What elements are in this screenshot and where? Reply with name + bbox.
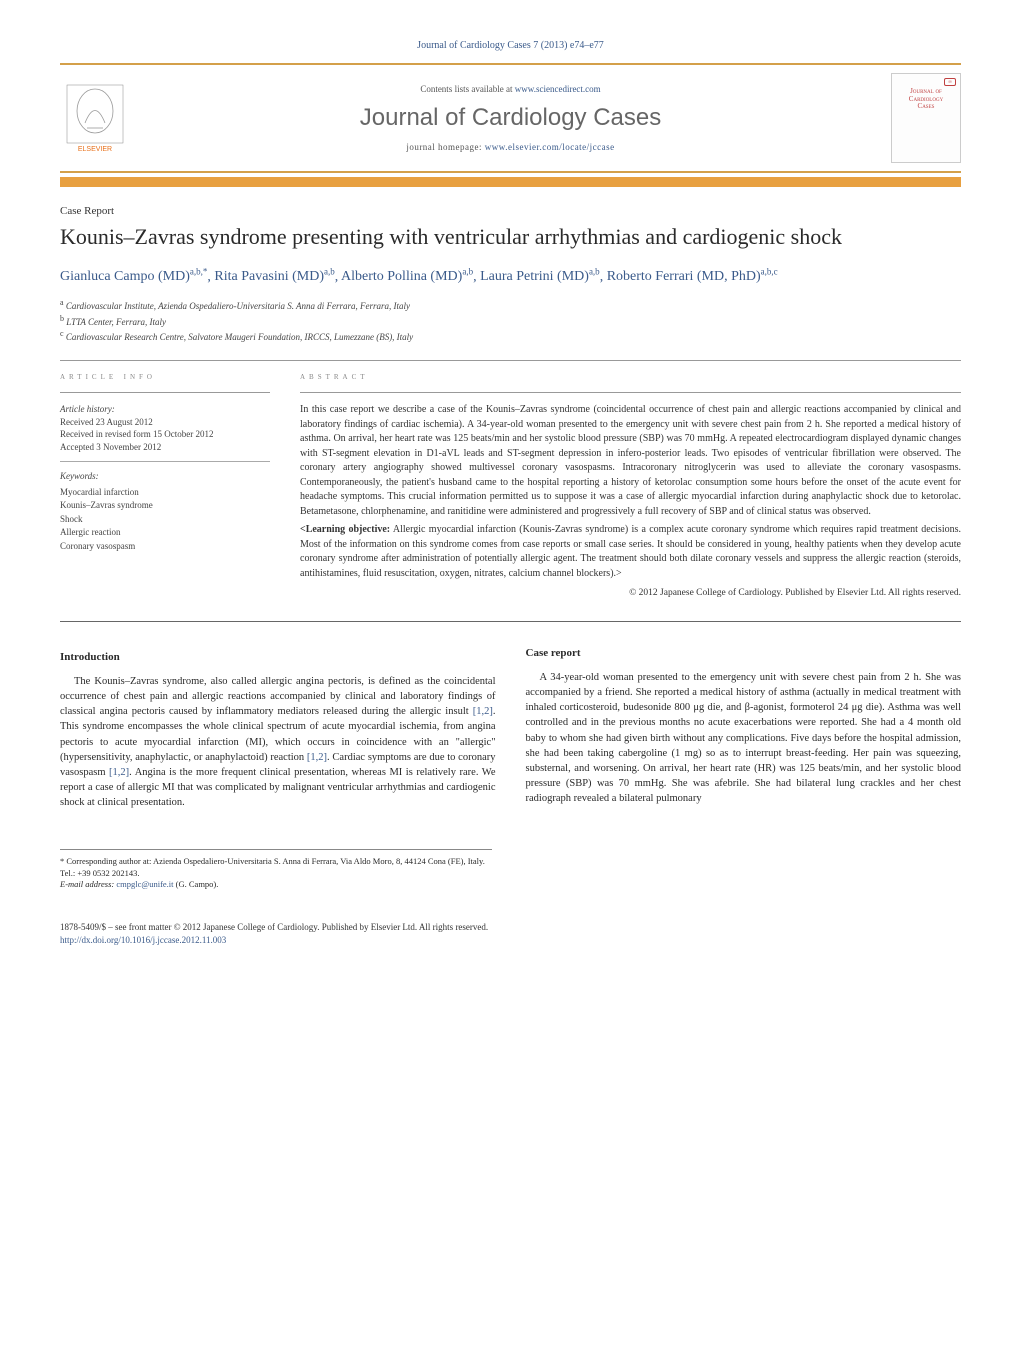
citation-ref[interactable]: [1,2] (307, 752, 327, 763)
affiliations: a Cardiovascular Institute, Azienda Ospe… (60, 297, 961, 344)
journal-name: Journal of Cardiology Cases (130, 104, 891, 132)
journal-cover-thumb: ∞ Journal of Cardiology Cases (891, 73, 961, 163)
svg-text:ELSEVIER: ELSEVIER (78, 146, 112, 153)
section-heading-case: Case report (526, 646, 962, 662)
keywords-block: Keywords: Myocardial infarction Kounis–Z… (60, 470, 270, 553)
doi-link[interactable]: http://dx.doi.org/10.1016/j.jccase.2012.… (60, 935, 226, 945)
keyword: Allergic reaction (60, 527, 121, 537)
page-footer: 1878-5409/$ – see front matter © 2012 Ja… (60, 921, 961, 946)
abstract-text: In this case report we describe a case o… (300, 403, 961, 601)
case-paragraph: A 34-year-old woman presented to the eme… (526, 670, 962, 807)
orange-divider-bar (60, 177, 961, 187)
keyword: Shock (60, 514, 83, 524)
citation-ref[interactable]: [1,2] (473, 706, 493, 717)
journal-homepage: journal homepage: www.elsevier.com/locat… (130, 142, 891, 152)
divider (60, 392, 270, 393)
section-heading-intro: Introduction (60, 650, 496, 666)
author-list: Gianluca Campo (MD)a,b,*, Rita Pavasini … (60, 266, 961, 288)
citation-ref[interactable]: [1,2] (109, 767, 129, 778)
abstract-copyright: © 2012 Japanese College of Cardiology. P… (300, 587, 961, 601)
journal-banner: ELSEVIER Contents lists available at www… (60, 63, 961, 173)
contents-available: Contents lists available at www.scienced… (130, 84, 891, 94)
author: Rita Pavasini (MD)a,b (214, 269, 334, 284)
keyword: Myocardial infarction (60, 487, 139, 497)
learning-objective: <Learning objective: Allergic myocardial… (300, 523, 961, 581)
sciencedirect-link[interactable]: www.sciencedirect.com (515, 84, 601, 94)
header-citation: Journal of Cardiology Cases 7 (2013) e74… (60, 40, 961, 51)
keyword: Coronary vasospasm (60, 541, 135, 551)
author: Alberto Pollina (MD)a,b (341, 269, 473, 284)
article-title: Kounis–Zavras syndrome presenting with v… (60, 223, 961, 252)
keyword: Kounis–Zavras syndrome (60, 500, 153, 510)
abstract-head: abstract (300, 371, 961, 382)
body-columns: Introduction The Kounis–Zavras syndrome,… (60, 646, 961, 819)
article-info-head: article info (60, 371, 270, 382)
affiliation: a Cardiovascular Institute, Azienda Ospe… (60, 297, 961, 313)
footer-copyright: 1878-5409/$ – see front matter © 2012 Ja… (60, 921, 961, 934)
affiliation: c Cardiovascular Research Centre, Salvat… (60, 328, 961, 344)
author: Laura Petrini (MD)a,b (480, 269, 600, 284)
intro-paragraph: The Kounis–Zavras syndrome, also called … (60, 674, 496, 811)
elsevier-logo: ELSEVIER (60, 78, 130, 158)
article-type: Case Report (60, 205, 961, 217)
divider (60, 621, 961, 622)
divider (300, 392, 961, 393)
divider (60, 360, 961, 361)
corresponding-author: * Corresponding author at: Azienda Osped… (60, 849, 492, 892)
homepage-link[interactable]: www.elsevier.com/locate/jccase (485, 142, 615, 152)
author: Gianluca Campo (MD)a,b,* (60, 269, 207, 284)
article-history: Article history: Received 23 August 2012… (60, 403, 270, 462)
author: Roberto Ferrari (MD, PhD)a,b,c (607, 269, 778, 284)
email-link[interactable]: cmpglc@unife.it (116, 879, 173, 889)
affiliation: b LTTA Center, Ferrara, Italy (60, 313, 961, 329)
